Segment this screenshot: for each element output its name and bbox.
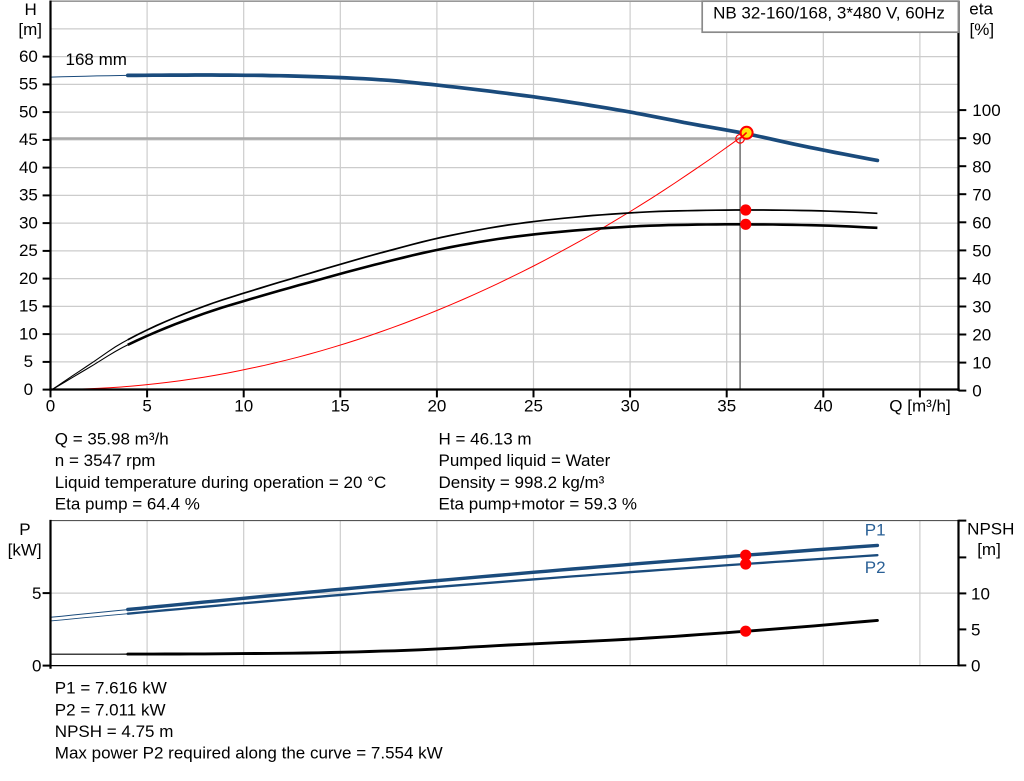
svg-text:60: 60 (972, 213, 991, 232)
svg-text:55: 55 (19, 75, 38, 94)
svg-text:10: 10 (972, 354, 991, 373)
svg-text:5: 5 (24, 352, 33, 371)
svg-text:25: 25 (19, 241, 38, 260)
svg-text:35: 35 (19, 186, 38, 205)
svg-text:70: 70 (972, 185, 991, 204)
svg-text:Max power P2 required along th: Max power P2 required along the curve = … (55, 744, 443, 763)
svg-text:P1: P1 (865, 520, 886, 539)
svg-text:30: 30 (972, 298, 991, 317)
svg-text:40: 40 (972, 270, 991, 289)
svg-text:40: 40 (19, 158, 38, 177)
svg-text:P1 = 7.616 kW: P1 = 7.616 kW (55, 679, 167, 698)
svg-text:Liquid temperature during oper: Liquid temperature during operation = 20… (55, 473, 386, 492)
svg-text:eta: eta (969, 0, 993, 19)
svg-text:Pumped liquid = Water: Pumped liquid = Water (439, 451, 611, 470)
svg-text:NPSH = 4.75 m: NPSH = 4.75 m (55, 722, 174, 741)
svg-text:80: 80 (972, 157, 991, 176)
svg-text:[m]: [m] (977, 540, 1001, 559)
svg-text:168 mm: 168 mm (66, 50, 127, 69)
svg-text:H: H (24, 0, 36, 19)
svg-text:25: 25 (524, 397, 543, 416)
svg-text:35: 35 (717, 397, 736, 416)
svg-text:45: 45 (19, 130, 38, 149)
svg-text:n = 3547 rpm: n = 3547 rpm (55, 451, 156, 470)
svg-text:90: 90 (972, 129, 991, 148)
svg-text:[m]: [m] (18, 20, 42, 39)
svg-text:10: 10 (971, 585, 990, 604)
svg-text:H = 46.13 m: H = 46.13 m (439, 430, 532, 449)
svg-text:30: 30 (621, 397, 640, 416)
svg-text:Q = 35.98 m³/h: Q = 35.98 m³/h (55, 430, 169, 449)
svg-text:P: P (19, 520, 30, 539)
svg-text:40: 40 (814, 397, 833, 416)
svg-text:P2: P2 (865, 558, 886, 577)
svg-text:5: 5 (971, 621, 980, 640)
svg-text:NPSH: NPSH (967, 520, 1014, 539)
svg-text:0: 0 (972, 382, 981, 401)
svg-text:100: 100 (972, 101, 1000, 120)
svg-text:15: 15 (331, 397, 350, 416)
svg-text:15: 15 (19, 297, 38, 316)
svg-text:0: 0 (32, 657, 41, 676)
svg-text:20: 20 (972, 326, 991, 345)
svg-text:20: 20 (427, 397, 446, 416)
svg-text:[kW]: [kW] (8, 541, 42, 560)
svg-text:50: 50 (19, 102, 38, 121)
svg-text:0: 0 (46, 397, 55, 416)
svg-text:20: 20 (19, 269, 38, 288)
svg-text:Q [m³/h]: Q [m³/h] (889, 397, 950, 416)
svg-text:[%]: [%] (970, 20, 995, 39)
svg-text:5: 5 (142, 397, 151, 416)
svg-text:0: 0 (24, 380, 33, 399)
svg-text:60: 60 (19, 47, 38, 66)
svg-text:50: 50 (972, 241, 991, 260)
svg-text:P2 = 7.011 kW: P2 = 7.011 kW (55, 700, 166, 719)
svg-text:Density = 998.2 kg/m³: Density = 998.2 kg/m³ (439, 473, 605, 492)
svg-text:0: 0 (971, 657, 980, 676)
svg-text:30: 30 (19, 213, 38, 232)
svg-text:Eta pump = 64.4 %: Eta pump = 64.4 % (55, 495, 200, 514)
svg-text:10: 10 (234, 397, 253, 416)
svg-text:Eta pump+motor = 59.3 %: Eta pump+motor = 59.3 % (439, 495, 637, 514)
svg-text:NB 32-160/168, 3*480 V, 60Hz: NB 32-160/168, 3*480 V, 60Hz (713, 4, 945, 23)
svg-text:10: 10 (19, 324, 38, 343)
svg-text:5: 5 (32, 584, 41, 603)
